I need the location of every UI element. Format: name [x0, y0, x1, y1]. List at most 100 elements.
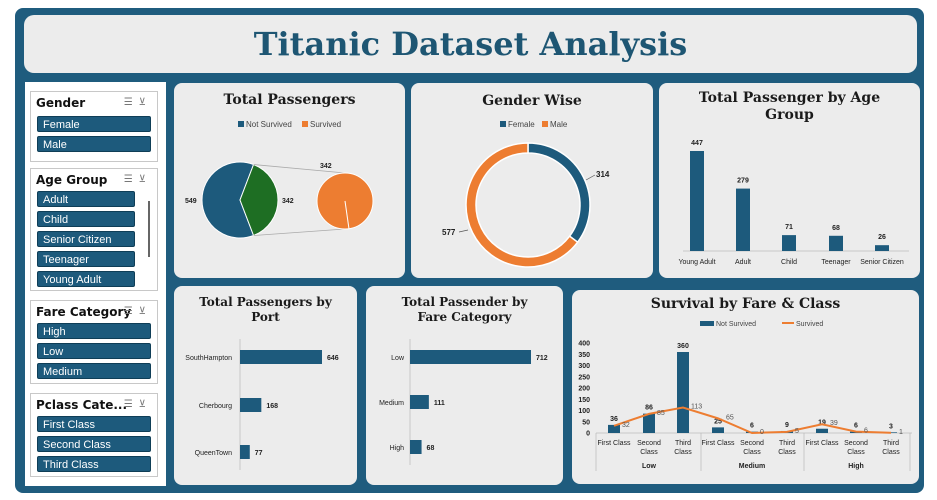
- tick-label: Teenager: [821, 259, 851, 266]
- title-banner: Titanic Dataset Analysis: [24, 15, 917, 73]
- slicer-item-medium[interactable]: Medium: [37, 363, 151, 379]
- slicer-title: Gender: [36, 96, 86, 110]
- chart-title: Survival by Fare & Class: [650, 296, 841, 312]
- bar: [782, 235, 796, 251]
- chart-age-group: Total Passenger by Age Group 447 Young Ad…: [659, 83, 920, 278]
- bar-not-survived: [608, 424, 620, 433]
- tick-label: Second: [740, 440, 764, 447]
- page-title: Titanic Dataset Analysis: [253, 25, 688, 63]
- multi-select-icon[interactable]: ☰: [123, 97, 139, 108]
- slicer-icons: ☰⊻: [124, 306, 152, 317]
- data-label: 168: [266, 403, 278, 410]
- tick-label: Third: [675, 440, 691, 447]
- data-label-not-survived: 25: [714, 418, 722, 425]
- bar: [240, 445, 250, 459]
- data-label: 77: [255, 450, 263, 457]
- donut-gender-wise: [465, 142, 591, 268]
- clear-filter-icon[interactable]: ⊻: [138, 306, 152, 317]
- leader-line-female: [585, 174, 596, 181]
- group-label: Medium: [739, 463, 765, 470]
- tick-label: Child: [781, 259, 797, 266]
- bar-not-survived: [712, 427, 724, 433]
- chart-survival-fare-class: Survival by Fare & Class Not Survived Sur…: [572, 290, 919, 484]
- tick-label: Class: [743, 449, 761, 456]
- slicer-title: Pclass Cate...: [36, 398, 128, 412]
- slicer-scrollbar[interactable]: [148, 201, 150, 257]
- data-label: 712: [536, 355, 548, 362]
- y-tick-label: 200: [578, 386, 590, 393]
- chart-port: Total Passengers by Port 646 SouthHampton…: [174, 286, 357, 485]
- slicer-item-child[interactable]: Child: [37, 211, 135, 227]
- slicer-item-second-class[interactable]: Second Class: [37, 436, 151, 452]
- tick-label: Class: [882, 449, 900, 456]
- slicer-icons: ☰⊻: [124, 399, 152, 410]
- slicer-item-male[interactable]: Male: [37, 136, 151, 152]
- tick-label: Class: [778, 449, 796, 456]
- legend-swatch-not-survived: [700, 321, 714, 326]
- slicer-item-low[interactable]: Low: [37, 343, 151, 359]
- line-survived: [613, 406, 892, 435]
- tick-label: Medium: [379, 400, 404, 407]
- chart-fare-category-svg: 712 Low 111 Medium 68 High: [379, 339, 548, 465]
- slicer-gender: Gender ☰⊻ Female Male: [30, 91, 158, 162]
- y-tick-label: 350: [578, 352, 590, 359]
- slicer-item-young-adult[interactable]: Young Adult: [37, 271, 135, 287]
- chart-gender-wise: Gender Wise Female Male 314 577: [411, 83, 653, 278]
- slicer-item-third-class[interactable]: Third Class: [37, 456, 151, 472]
- multi-select-icon[interactable]: ☰: [123, 174, 139, 185]
- chart-title: Gender Wise: [482, 93, 582, 109]
- tick-label: First Class: [805, 440, 839, 447]
- slicer-item-high[interactable]: High: [37, 323, 151, 339]
- slicer-panel: Gender ☰⊻ Female Male Age Group ☰⊻ Adult…: [25, 82, 166, 486]
- data-label: 111: [434, 400, 445, 407]
- data-label-not-survived: 360: [677, 343, 689, 350]
- data-label: 447: [691, 140, 703, 147]
- multi-select-icon[interactable]: ☰: [123, 306, 139, 317]
- bar: [410, 350, 531, 364]
- tick-label: Class: [847, 449, 865, 456]
- slicer-title: Fare Category: [36, 305, 132, 319]
- bar: [829, 235, 843, 251]
- legend-swatch-male: [542, 121, 548, 127]
- group-label: High: [848, 463, 864, 470]
- bar: [240, 398, 262, 412]
- y-tick-label: 400: [578, 341, 590, 348]
- clear-filter-icon[interactable]: ⊻: [138, 174, 152, 185]
- bar-not-survived: [677, 352, 689, 433]
- tick-label: Third: [779, 440, 795, 447]
- multi-select-icon[interactable]: ☰: [123, 399, 139, 410]
- legend-swatch-female: [500, 121, 506, 127]
- data-label-survived: 85: [657, 410, 665, 417]
- chart-title: Total Passenger by Age Group: [698, 90, 881, 123]
- chart-total-passengers-svg: Not Survived Survived 549 342 342: [185, 120, 374, 239]
- tick-label: SouthHampton: [185, 355, 232, 362]
- chart-age-group-svg: 447 Young Adult 279 Adult 71 Child 68 Teenager 2…: [678, 140, 909, 266]
- bar-not-survived: [816, 428, 828, 433]
- data-label-not-survived: 549: [185, 198, 197, 205]
- data-label: 646: [327, 355, 339, 362]
- tick-label: Low: [391, 355, 405, 362]
- data-label-male: 577: [442, 228, 456, 237]
- bar: [240, 350, 322, 364]
- bar: [875, 245, 889, 251]
- chart-title: Total Passengers: [223, 92, 356, 108]
- y-tick-label: 100: [578, 408, 590, 415]
- tick-label: Class: [674, 449, 692, 456]
- data-label: 71: [785, 224, 793, 231]
- data-label: 68: [832, 225, 840, 232]
- clear-filter-icon[interactable]: ⊻: [138, 97, 152, 108]
- slicer-item-senior-citizen[interactable]: Senior Citizen: [37, 231, 135, 247]
- slicer-item-adult[interactable]: Adult: [37, 191, 135, 207]
- tick-label: Young Adult: [678, 259, 715, 266]
- clear-filter-icon[interactable]: ⊻: [138, 399, 152, 410]
- slicer-item-first-class[interactable]: First Class: [37, 416, 151, 432]
- slicer-item-female[interactable]: Female: [37, 116, 151, 132]
- tick-label: QueenTown: [195, 450, 232, 457]
- data-label-not-survived: 3: [889, 423, 893, 430]
- data-label-female: 314: [596, 170, 610, 179]
- slicer-item-teenager[interactable]: Teenager: [37, 251, 135, 267]
- data-label-survived: 0: [760, 429, 764, 436]
- connector-bottom: [253, 228, 346, 236]
- data-label-not-survived: 6: [750, 423, 754, 430]
- bar: [690, 151, 704, 251]
